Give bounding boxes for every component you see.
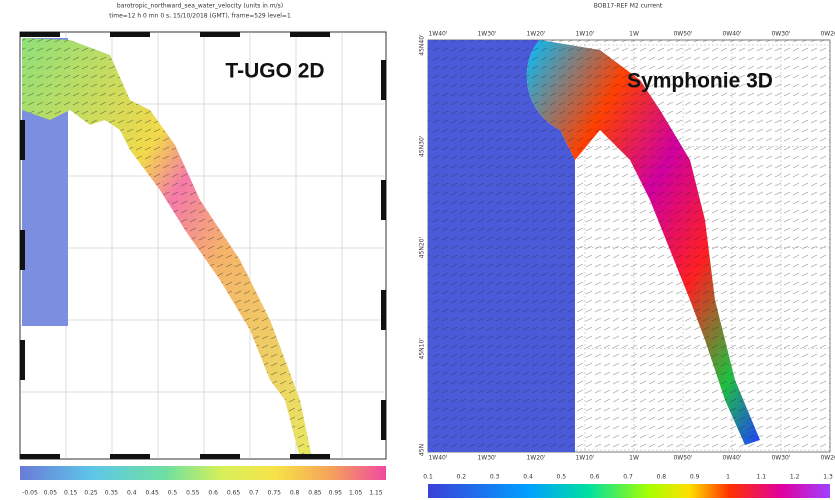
lon-label: 1W10' bbox=[575, 31, 594, 38]
colorbar-labels: -0.05 0.05 0.15 0.25 0.35 0.4 0.45 0.5 0.55 0.6 0.… bbox=[22, 490, 383, 497]
colorbar-label: 0.65 bbox=[227, 490, 241, 497]
colorbar-label: 0.7 bbox=[249, 490, 259, 497]
colorbar-label: 0.05 bbox=[44, 490, 58, 497]
colorbar-label: 0.45 bbox=[145, 490, 159, 497]
colorbar-label: 0.8 bbox=[657, 474, 667, 481]
colorbar-label: 0.5 bbox=[557, 474, 567, 481]
lon-label: 1W40' bbox=[428, 31, 447, 38]
colorbar-label: 0.9 bbox=[690, 474, 700, 481]
velocity-arrows bbox=[428, 40, 830, 452]
colorbar-label: 0.5 bbox=[168, 490, 178, 497]
lat-label: 45N20' bbox=[419, 236, 426, 258]
lon-labels: 1W40' 1W40' 1W30' 1W30' 1W20' 1W20' 1W10' 1W10'… bbox=[428, 31, 835, 462]
panel-title: barotropic_northward_sea_water_velocity … bbox=[117, 3, 283, 10]
colorbar bbox=[428, 484, 830, 498]
colorbar-label: 0.6 bbox=[590, 474, 600, 481]
lat-label: 45N40' bbox=[419, 34, 426, 56]
lon-label: 0W40' bbox=[722, 31, 741, 38]
colorbar-label: 0.3 bbox=[490, 474, 500, 481]
model-label: T-UGO 2D bbox=[225, 60, 324, 83]
colorbar-label: 1.3 bbox=[823, 474, 833, 481]
colorbar-labels: 0.1 0.2 0.3 0.4 0.5 0.6 0.7 0.8 0.9 1 1.1 1.2 1.3 bbox=[423, 474, 833, 481]
colorbar-label: 0.4 bbox=[127, 490, 137, 497]
colorbar-label: 0.85 bbox=[308, 490, 322, 497]
colorbar-label: 0.25 bbox=[84, 490, 98, 497]
colorbar-label: 1.1 bbox=[757, 474, 767, 481]
colorbar-label: -0.05 bbox=[22, 490, 38, 497]
colorbar-label: 0.35 bbox=[105, 490, 119, 497]
colorbar-label: 0.75 bbox=[268, 490, 282, 497]
lat-label: 45N bbox=[419, 444, 426, 456]
colorbar-label: 0.2 bbox=[457, 474, 467, 481]
colorbar bbox=[20, 466, 386, 480]
panel-title: BOB17-REF M2 current bbox=[594, 3, 663, 10]
colorbar-label: 0.4 bbox=[523, 474, 533, 481]
colorbar-label: 0.1 bbox=[423, 474, 433, 481]
velocity-arrows bbox=[22, 38, 312, 458]
lon-label: 1W30' bbox=[477, 31, 496, 38]
lon-label: 0W50' bbox=[673, 455, 692, 462]
colorbar-label: 0.6 bbox=[208, 490, 218, 497]
colorbar-label: 1.2 bbox=[790, 474, 800, 481]
colorbar-label: 0.7 bbox=[623, 474, 633, 481]
colorbar-label: 0.15 bbox=[64, 490, 78, 497]
lon-label: 1W10' bbox=[575, 455, 594, 462]
colorbar-label: 1.15 bbox=[369, 490, 383, 497]
panel-subtitle: time=12 h 0 mn 0 s, 15/10/2018 (GMT), fr… bbox=[109, 13, 291, 20]
lon-label: 0W50' bbox=[673, 31, 692, 38]
lon-label: 1W30' bbox=[477, 455, 496, 462]
lon-label: 1W20' bbox=[526, 31, 545, 38]
lat-labels: 45N40' 45N30' 45N20' 45N10' 45N bbox=[419, 34, 426, 456]
colorbar-label: 0.55 bbox=[186, 490, 200, 497]
lon-label: 1W bbox=[629, 31, 639, 38]
colorbar-label: 0.95 bbox=[329, 490, 343, 497]
lon-label: 1W20' bbox=[526, 455, 545, 462]
colorbar-label: 1 bbox=[726, 474, 730, 481]
model-label: Symphonie 3D bbox=[627, 70, 773, 93]
left-panel: barotropic_northward_sea_water_velocity … bbox=[19, 3, 387, 497]
lon-label: 0W40' bbox=[722, 455, 741, 462]
lat-label: 45N10' bbox=[419, 338, 426, 360]
right-panel: BOB17-REF M2 current 1W40' 1W40' 1W30' 1W30… bbox=[419, 3, 835, 498]
colorbar-label: 1.05 bbox=[349, 490, 363, 497]
lon-label: 0W30' bbox=[771, 31, 790, 38]
lon-label: 1W40' bbox=[428, 455, 447, 462]
lon-label: 0W30' bbox=[771, 455, 790, 462]
frame-ticks bbox=[20, 32, 386, 459]
lon-label: 1W bbox=[629, 455, 639, 462]
colorbar-label: 0.8 bbox=[290, 490, 300, 497]
lat-label: 45N30' bbox=[419, 135, 426, 157]
